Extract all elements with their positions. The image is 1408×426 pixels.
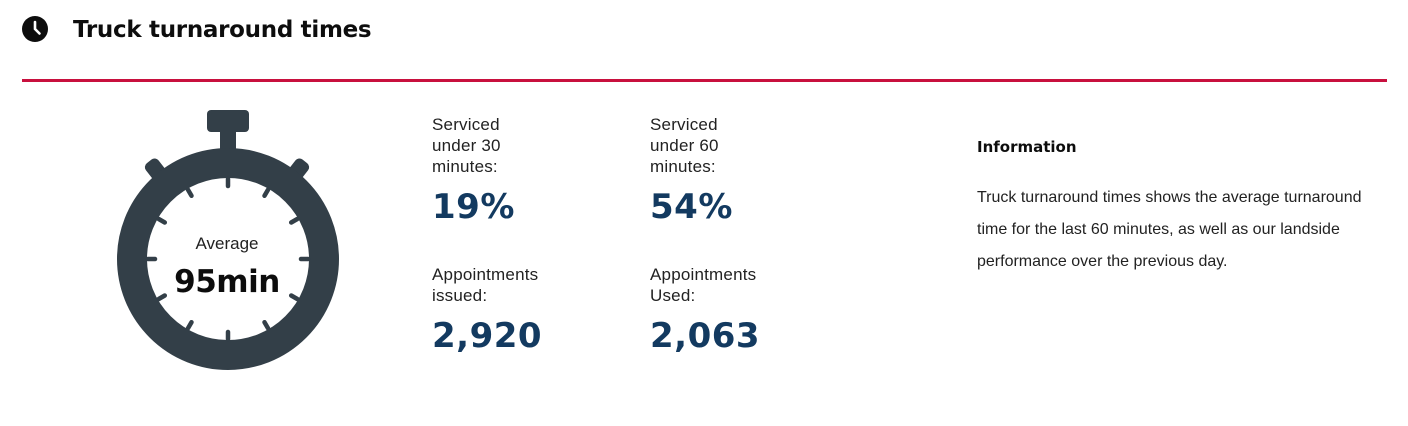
- average-label: Average: [195, 234, 259, 253]
- stopwatch-icon: [117, 110, 339, 370]
- stat-label: Serviced under 30 minutes:: [432, 115, 501, 176]
- stopwatch-tick: [262, 319, 271, 331]
- stopwatch-tick: [185, 319, 194, 331]
- stat-value: 2,920: [432, 316, 543, 356]
- stat-value: 2,063: [650, 316, 761, 356]
- information-body: Truck turnaround times shows the average…: [977, 189, 1362, 270]
- stopwatch-tick: [288, 293, 300, 302]
- stopwatch-tick: [262, 187, 271, 199]
- stat-label: Serviced under 60 minutes:: [650, 115, 719, 176]
- stopwatch-tick: [156, 216, 168, 225]
- average-value: 95min: [174, 264, 280, 300]
- stat-appointments-issued: Appointments issued: 2,920: [432, 264, 622, 356]
- stopwatch-graphic: Average 95min: [115, 108, 339, 370]
- information-panel: Information Truck turnaround times shows…: [977, 138, 1377, 278]
- stopwatch-tick: [288, 216, 300, 225]
- stat-appointments-used: Appointments Used: 2,063: [650, 264, 840, 356]
- stat-label: Appointments issued:: [432, 265, 539, 305]
- stat-serviced-under-30: Serviced under 30 minutes: 19%: [432, 114, 622, 227]
- stat-label: Appointments Used:: [650, 265, 757, 305]
- page-title: Truck turnaround times: [73, 17, 372, 43]
- stopwatch-tick: [185, 187, 194, 199]
- information-title: Information: [977, 138, 1077, 156]
- clock-icon: [22, 16, 48, 42]
- stat-serviced-under-60: Serviced under 60 minutes: 54%: [650, 114, 840, 227]
- stat-value: 54%: [650, 187, 733, 227]
- stat-value: 19%: [432, 187, 515, 227]
- stopwatch-tick: [156, 293, 168, 302]
- section-header: Truck turnaround times: [22, 12, 1387, 82]
